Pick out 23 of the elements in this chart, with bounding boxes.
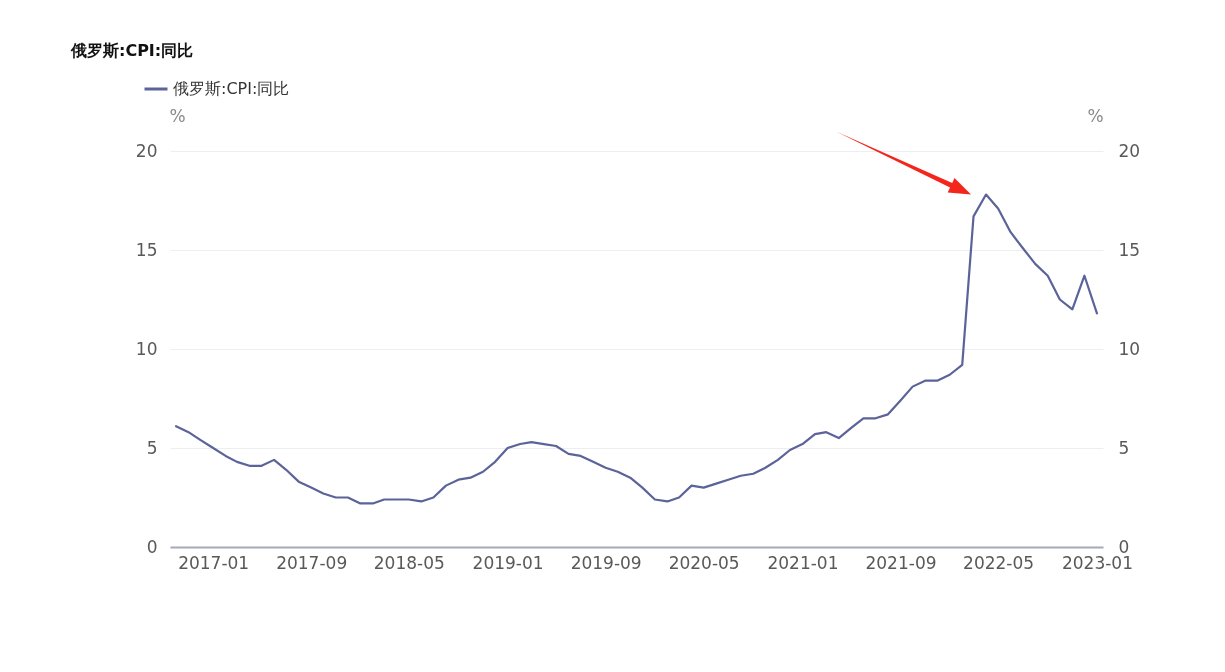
y2-tick-label: 15 (1118, 239, 1141, 260)
x-tick-label: 2021-09 (865, 552, 937, 573)
y-tick-label: 10 (135, 338, 158, 359)
legend-label: 俄罗斯:CPI:同比 (173, 79, 290, 98)
y-tick-label: 5 (146, 437, 158, 458)
y2-tick-label: 10 (1118, 338, 1141, 359)
line-series (174, 193, 1099, 505)
x-tick-label: 2017-09 (276, 552, 348, 573)
x-tick-label: 2018-05 (373, 552, 445, 573)
y-tick-label: 20 (135, 140, 158, 161)
x-tick-label: 2021-01 (767, 552, 839, 573)
y-tick-label: 0 (146, 536, 158, 557)
x-tick-label: 2020-05 (668, 552, 740, 573)
x-tick-label: 2019-01 (472, 552, 544, 573)
chart-title: 俄罗斯:CPI:同比 (70, 41, 194, 60)
y-tick-label: 15 (135, 239, 158, 260)
y-axis-title: % (169, 105, 186, 126)
y2-tick-label: 20 (1118, 140, 1141, 161)
x-tick-label: 2017-01 (178, 552, 250, 573)
y2-axis-title: % (1087, 105, 1104, 126)
x-tick-label: 2019-09 (570, 552, 642, 573)
y2-tick-label: 5 (1118, 437, 1130, 458)
x-tick-label: 2022-05 (963, 552, 1035, 573)
